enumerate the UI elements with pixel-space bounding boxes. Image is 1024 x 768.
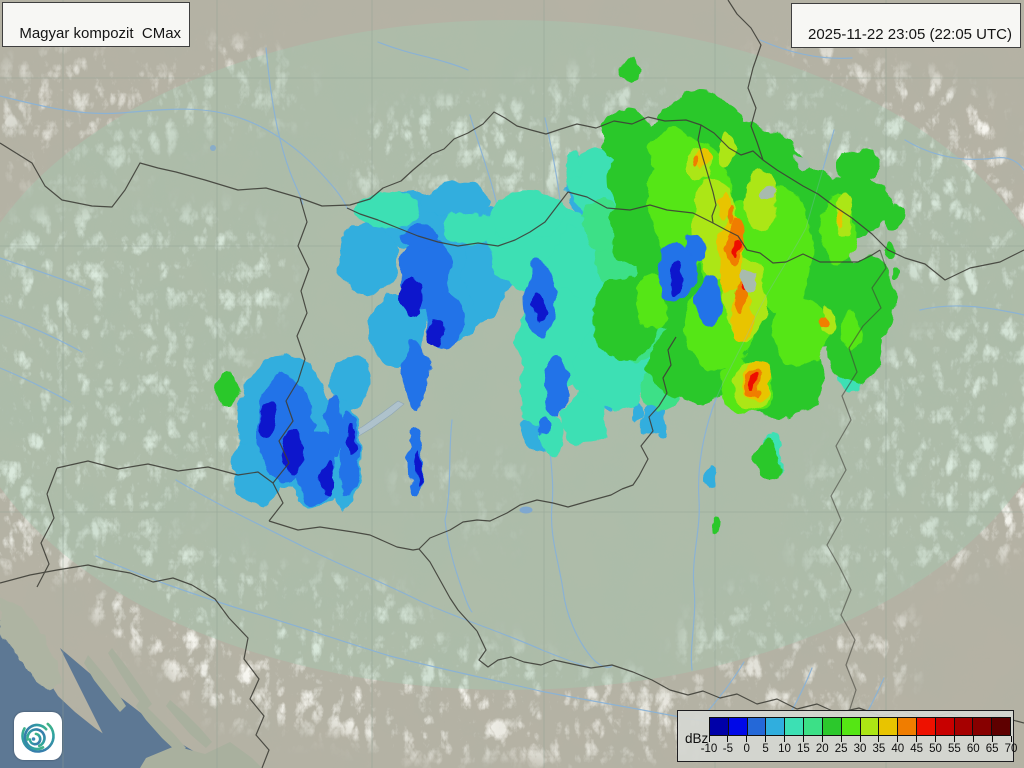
legend-tick xyxy=(840,736,842,742)
legend-color-cell xyxy=(953,717,974,736)
adriatic-islands xyxy=(84,648,262,768)
legend-tick-label: 40 xyxy=(891,743,905,755)
legend-tick-label: 50 xyxy=(929,743,942,755)
legend-tick-label: 15 xyxy=(796,743,810,755)
legend-tick-label: 70 xyxy=(1004,743,1018,755)
legend-tick xyxy=(708,736,710,742)
legend-tick xyxy=(972,736,974,742)
legend-color-cell xyxy=(840,717,861,736)
legend-tick-label: 45 xyxy=(910,743,924,755)
legend-tick-label: 55 xyxy=(947,743,961,755)
radar-echoes xyxy=(215,59,903,536)
legend-colorbar xyxy=(709,717,1011,736)
lake-velence xyxy=(519,506,533,514)
product-title: Magyar kompozit CMax xyxy=(19,25,182,42)
legend-color-cell xyxy=(746,717,767,736)
legend-tick-label: 0 xyxy=(743,743,750,755)
legend-tick xyxy=(1010,736,1012,742)
legend-tick xyxy=(953,736,955,742)
legend-color-cell xyxy=(878,717,899,736)
legend-tick-label: 65 xyxy=(985,743,999,755)
legend-tick xyxy=(935,736,936,742)
legend-color-cell xyxy=(784,717,805,736)
legend-tick xyxy=(897,736,899,742)
legend-unit-label: dBz xyxy=(685,731,709,746)
legend-tick-label: 25 xyxy=(834,743,848,755)
legend-tick xyxy=(802,736,804,742)
legend-color-cell xyxy=(727,717,748,736)
legend-tick xyxy=(821,736,823,742)
legend-tick xyxy=(784,736,785,742)
legend-tick-label: 35 xyxy=(872,743,886,755)
legend-color-cell xyxy=(897,717,917,736)
legend-color-cell xyxy=(859,717,880,736)
legend-color-cell xyxy=(915,717,936,736)
legend-tick xyxy=(991,736,993,742)
legend-tick xyxy=(916,736,918,742)
legend-tick-label: 10 xyxy=(778,743,791,755)
hungaromet-logo xyxy=(14,712,62,760)
legend-color-cell xyxy=(765,717,786,736)
legend-tick-label: 20 xyxy=(815,743,829,755)
legend-color-cell xyxy=(972,717,993,736)
timestamp-box: 2025-11-22 23:05 (22:05 UTC) xyxy=(790,3,1021,48)
legend-color-cell xyxy=(803,717,823,736)
legend-tick xyxy=(859,736,861,742)
legend-tick xyxy=(765,736,767,742)
legend-tick-label: -5 xyxy=(722,743,733,755)
rivers-overlay xyxy=(711,129,835,411)
dbz-legend: dBz -10 -5 0 5 10 15 20 25 30 35 40 45 50 55 60 65 70 xyxy=(677,710,1017,762)
legend-color-cell xyxy=(991,717,1011,736)
legend-tick xyxy=(878,736,880,742)
legend-color-cell xyxy=(934,717,955,736)
legend-color-cell xyxy=(821,717,842,736)
legend-tick-label: -10 xyxy=(700,743,718,755)
timestamp: 2025-11-22 23:05 (22:05 UTC) xyxy=(807,26,1012,43)
legend-tick-label: 30 xyxy=(853,743,867,755)
legend-color-cell xyxy=(709,717,729,736)
legend-tick-label: 5 xyxy=(762,743,769,755)
product-title-box: Magyar kompozit CMax xyxy=(2,2,191,47)
legend-tick xyxy=(727,736,729,742)
legend-tick xyxy=(746,736,748,742)
legend-tick-label: 60 xyxy=(966,743,980,755)
swirl-icon xyxy=(21,719,55,753)
